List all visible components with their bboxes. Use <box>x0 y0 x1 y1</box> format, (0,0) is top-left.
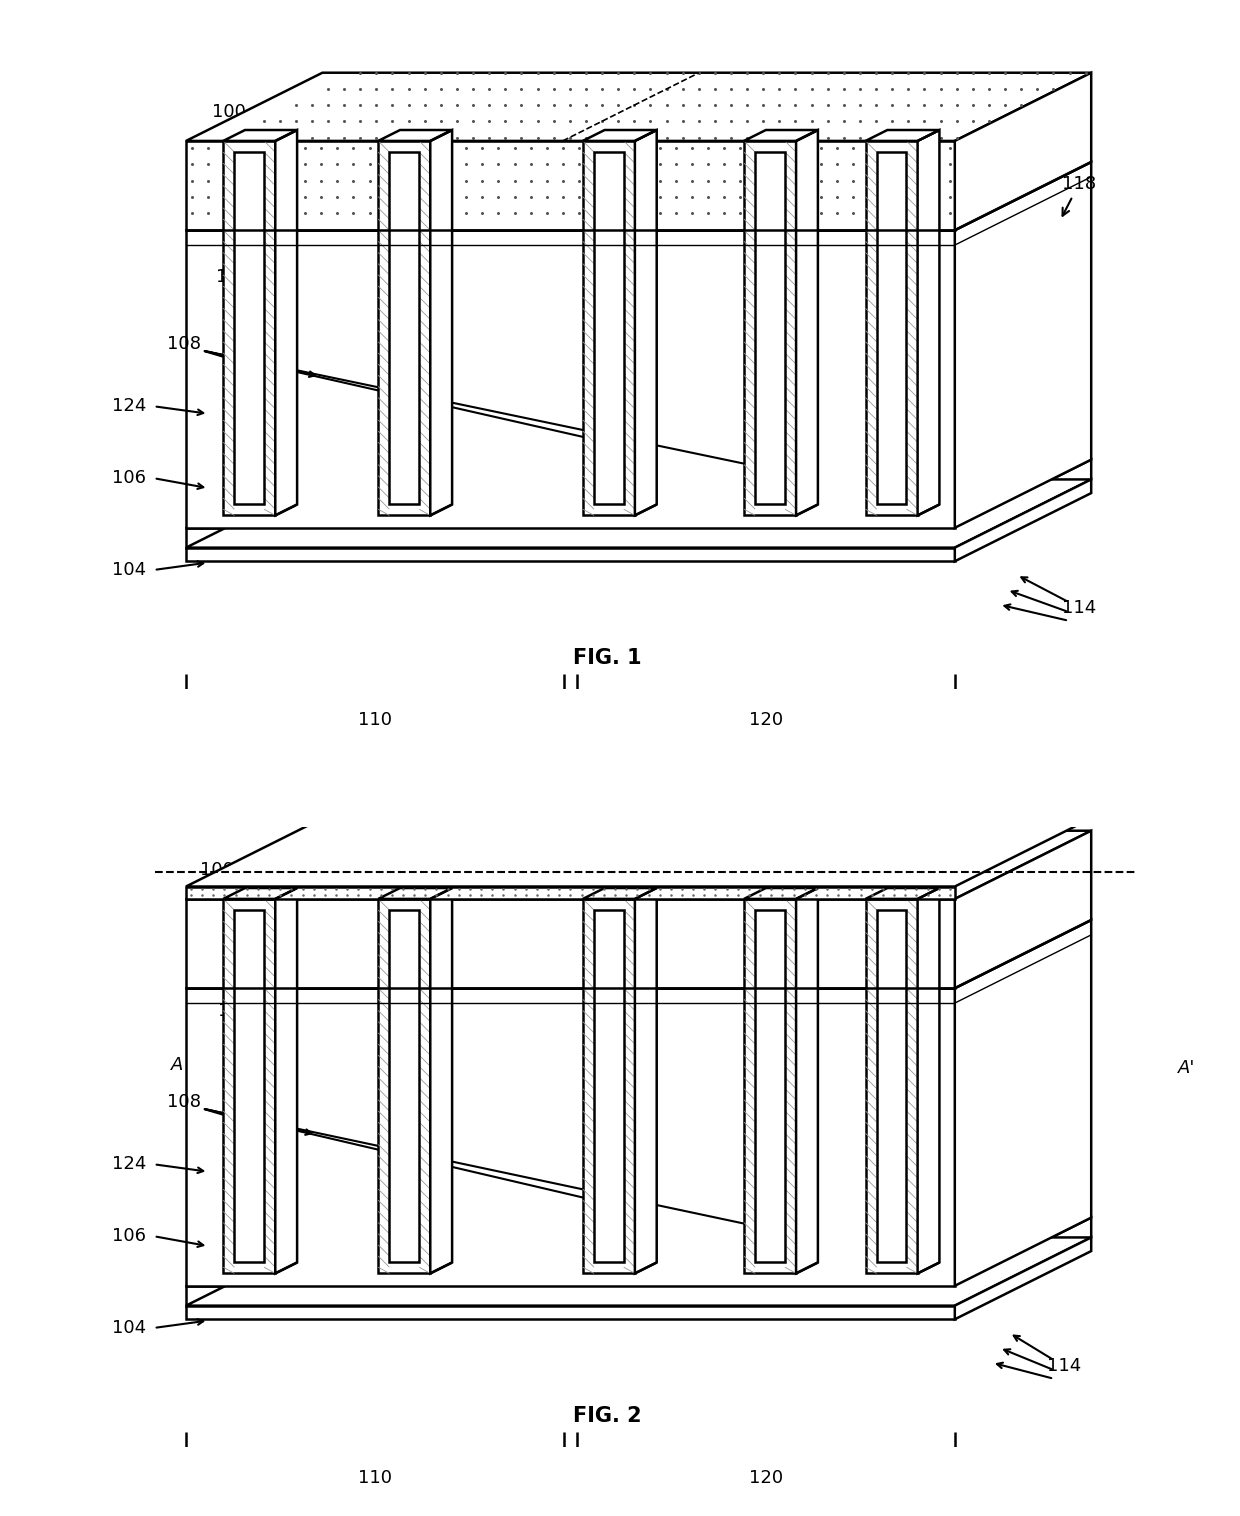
Polygon shape <box>378 888 453 899</box>
Polygon shape <box>955 1217 1091 1305</box>
Text: A: A <box>171 1057 184 1073</box>
Text: 126: 126 <box>419 923 454 961</box>
Polygon shape <box>955 459 1091 547</box>
Polygon shape <box>186 887 955 899</box>
Polygon shape <box>378 141 430 515</box>
Polygon shape <box>635 130 657 515</box>
Text: 108: 108 <box>166 335 201 353</box>
Text: 114: 114 <box>1047 1357 1081 1375</box>
Text: 128: 128 <box>959 917 1009 960</box>
Polygon shape <box>583 130 657 141</box>
Polygon shape <box>955 1237 1091 1319</box>
Text: 124: 124 <box>112 397 146 415</box>
Polygon shape <box>866 899 918 1273</box>
Polygon shape <box>186 230 955 528</box>
Text: 110: 110 <box>358 1469 392 1487</box>
Text: 120: 120 <box>749 711 782 729</box>
Polygon shape <box>918 888 940 1273</box>
Polygon shape <box>796 888 818 1273</box>
Text: 114: 114 <box>522 153 557 194</box>
Polygon shape <box>186 141 955 230</box>
Polygon shape <box>955 479 1091 561</box>
Text: 100: 100 <box>212 103 247 121</box>
Polygon shape <box>186 831 1091 899</box>
Text: 104: 104 <box>112 1319 146 1337</box>
Text: 100: 100 <box>200 861 234 879</box>
Polygon shape <box>430 130 453 515</box>
Polygon shape <box>186 1217 1091 1286</box>
Polygon shape <box>275 888 298 1273</box>
Text: 118: 118 <box>315 176 350 215</box>
Text: A': A' <box>1178 1058 1195 1076</box>
Polygon shape <box>186 899 955 988</box>
Text: 108: 108 <box>166 1093 201 1111</box>
Polygon shape <box>223 888 298 899</box>
Polygon shape <box>378 130 453 141</box>
Polygon shape <box>877 152 906 505</box>
Polygon shape <box>594 910 624 1263</box>
Polygon shape <box>186 988 955 1286</box>
Polygon shape <box>234 910 264 1263</box>
Polygon shape <box>186 528 955 547</box>
Text: 106: 106 <box>112 468 146 487</box>
Polygon shape <box>389 152 419 505</box>
Polygon shape <box>186 819 1091 887</box>
Text: 114: 114 <box>1061 599 1096 617</box>
Polygon shape <box>223 141 275 515</box>
Text: 118: 118 <box>1061 176 1096 215</box>
Polygon shape <box>877 910 906 1263</box>
Polygon shape <box>186 73 1091 141</box>
Polygon shape <box>186 459 1091 528</box>
Text: 112: 112 <box>216 268 250 287</box>
Text: 112: 112 <box>218 1002 253 1020</box>
Text: 116: 116 <box>925 165 960 212</box>
Polygon shape <box>744 141 796 515</box>
Polygon shape <box>583 141 635 515</box>
Polygon shape <box>866 130 940 141</box>
Polygon shape <box>744 888 818 899</box>
Polygon shape <box>583 888 657 899</box>
Polygon shape <box>186 479 1091 547</box>
Polygon shape <box>755 910 785 1263</box>
Polygon shape <box>744 130 818 141</box>
Text: FIG. 2: FIG. 2 <box>573 1405 642 1427</box>
Text: 120: 120 <box>749 1469 782 1487</box>
Polygon shape <box>918 130 940 515</box>
Polygon shape <box>955 73 1091 230</box>
Text: 104: 104 <box>112 561 146 579</box>
Polygon shape <box>744 899 796 1273</box>
Polygon shape <box>955 162 1091 528</box>
Polygon shape <box>275 130 298 515</box>
Polygon shape <box>186 1286 955 1305</box>
Polygon shape <box>186 920 1091 988</box>
Polygon shape <box>635 888 657 1273</box>
Polygon shape <box>186 162 1091 230</box>
Text: 106: 106 <box>112 1226 146 1245</box>
Text: 110: 110 <box>358 711 392 729</box>
Polygon shape <box>583 899 635 1273</box>
Polygon shape <box>186 547 955 561</box>
Polygon shape <box>796 130 818 515</box>
Polygon shape <box>234 152 264 505</box>
Polygon shape <box>430 888 453 1273</box>
Text: 124: 124 <box>112 1155 146 1173</box>
Text: FIG. 1: FIG. 1 <box>573 647 642 669</box>
Polygon shape <box>186 1237 1091 1305</box>
Polygon shape <box>866 888 940 899</box>
Polygon shape <box>594 152 624 505</box>
Polygon shape <box>955 920 1091 1286</box>
Polygon shape <box>378 899 430 1273</box>
Polygon shape <box>755 152 785 505</box>
Polygon shape <box>223 899 275 1273</box>
Polygon shape <box>955 831 1091 988</box>
Polygon shape <box>866 141 918 515</box>
Polygon shape <box>186 1305 955 1319</box>
Polygon shape <box>223 130 298 141</box>
Polygon shape <box>389 910 419 1263</box>
